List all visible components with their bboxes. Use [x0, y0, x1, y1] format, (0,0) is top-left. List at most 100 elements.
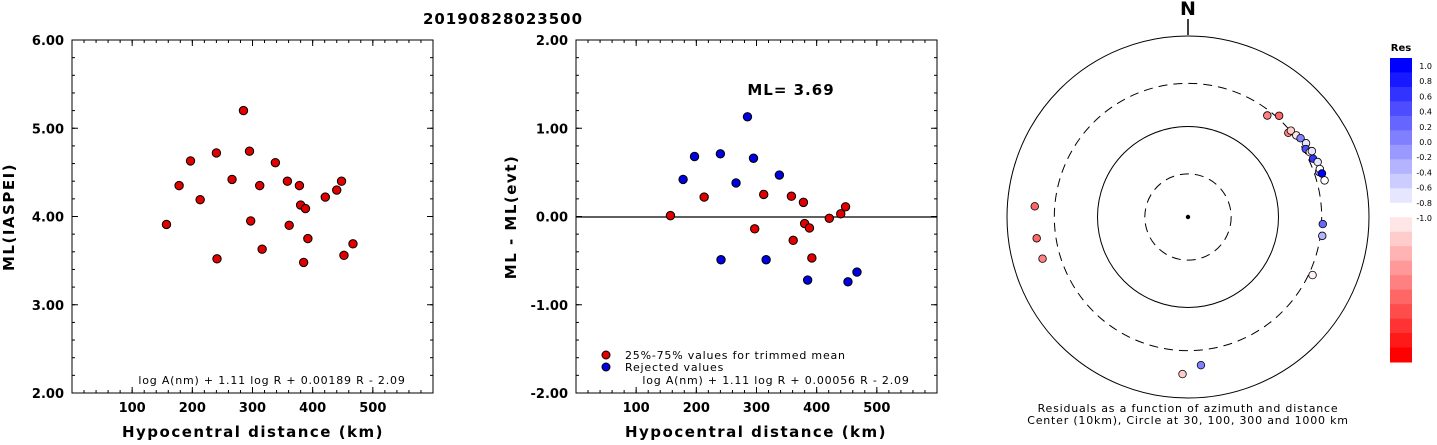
data-point [759, 189, 769, 200]
y-tick-label: 4.00 [32, 211, 64, 226]
scale-swatch [1390, 130, 1412, 146]
data-point [212, 254, 222, 264]
station-point [1030, 202, 1039, 211]
station-point [1286, 126, 1296, 135]
scale-label: -0.6 [1416, 184, 1432, 193]
y-tick-label: 2.00 [536, 34, 568, 49]
data-point [294, 180, 305, 191]
data-point [282, 176, 293, 186]
data-point [824, 213, 835, 223]
data-point [804, 223, 815, 233]
data-point [699, 192, 709, 202]
scale-swatch [1390, 289, 1412, 305]
station-point [1313, 157, 1322, 167]
caption-line-2: Center (10km), Circle at 30, 100, 300 an… [1027, 414, 1349, 427]
data-point [731, 178, 741, 188]
residual-color-scale: Res 1.0 0.8 0.6 0.4 0.2 0.0 -0.2 -0.4 -0.6 -0.8 -1… [1390, 43, 1432, 363]
data-point [336, 176, 347, 186]
scale-swatch [1390, 275, 1412, 291]
data-point [715, 149, 726, 159]
data-point [244, 146, 255, 156]
north-label: N [1180, 0, 1196, 20]
data-point [257, 244, 267, 254]
scale-swatch [1390, 347, 1412, 363]
x-tick-label: 500 [359, 401, 386, 416]
data-point [788, 235, 798, 246]
x-tick-label: 200 [179, 401, 206, 416]
scale-title: Res [1391, 43, 1411, 54]
y-tick-label: -1.00 [531, 299, 568, 314]
data-point [843, 277, 853, 287]
data-point [742, 112, 753, 122]
scale-swatch [1390, 101, 1412, 117]
scale-swatch [1390, 246, 1412, 262]
data-point [761, 255, 771, 265]
distance-circle-30km [1144, 173, 1232, 261]
scale-swatch [1390, 333, 1412, 349]
scale-swatch [1390, 260, 1412, 276]
scale-label: -0.4 [1416, 168, 1432, 177]
x-tick-label: 500 [863, 401, 890, 416]
ml-residual-panel: -2.00 -1.00 0.00 1.00 2.00 100 200 300 400 500 M… [502, 34, 938, 441]
scale-swatch [1390, 217, 1412, 233]
x-tick-label: 400 [299, 401, 326, 416]
y-tick-label: 1.00 [536, 122, 568, 137]
y-tick-label: 6.00 [32, 34, 64, 49]
station-point [1307, 146, 1317, 156]
station-point [1296, 133, 1305, 143]
data-point [227, 174, 237, 185]
data-point [749, 224, 760, 234]
station-point [1274, 111, 1284, 120]
x-tick-label: 300 [743, 401, 770, 416]
data-point [185, 156, 196, 166]
data-point [161, 219, 172, 230]
data-point [238, 105, 249, 116]
data-point [298, 257, 309, 268]
legend: 25%-75% values for trimmed mean Rejected… [601, 349, 845, 374]
x-tick-label: 400 [803, 401, 830, 416]
scale-swatch [1390, 304, 1412, 320]
ml-label: ML= 3.69 [747, 81, 834, 99]
scale-swatch [1390, 159, 1412, 175]
scale-label: -0.2 [1416, 153, 1432, 162]
station-point [1038, 254, 1047, 263]
plot-frame [71, 39, 434, 394]
scale-label: 0.8 [1419, 77, 1432, 86]
data-point [836, 209, 846, 219]
station-point [1308, 270, 1317, 280]
station-point [1318, 219, 1327, 229]
data-point [802, 275, 813, 285]
distance-circle-300km [1053, 82, 1323, 352]
x-axis-label: Hypocentral distance (km) [625, 423, 887, 441]
data-point [665, 210, 676, 221]
station-point [1318, 231, 1327, 241]
distance-circle-100km [1097, 126, 1279, 308]
data-point [716, 255, 726, 265]
legend-marker-trimmed [601, 350, 611, 360]
legend-label-rejected: Rejected values [625, 361, 724, 374]
data-point [748, 153, 759, 163]
scale-label: 0.0 [1419, 138, 1432, 147]
scale-swatch [1390, 115, 1412, 131]
epicenter [1185, 214, 1191, 220]
y-tick-label: 5.00 [32, 122, 64, 137]
station-point [1263, 111, 1272, 120]
data-point [689, 151, 700, 162]
data-point [348, 239, 358, 249]
data-point [807, 253, 817, 263]
scale-swatch [1390, 318, 1412, 334]
y-axis-label: ML - ML(evt) [502, 155, 520, 279]
scale-swatch [1390, 58, 1412, 73]
station-point [1196, 360, 1206, 370]
legend-marker-rejected [601, 362, 611, 372]
ml-iaspei-panel: 2.00 3.00 4.00 5.00 6.00 100 200 300 400 500 ML(… [0, 34, 434, 441]
scale-swatch [1390, 173, 1412, 189]
data-point [174, 180, 184, 191]
scale-label: 0.6 [1419, 92, 1432, 101]
y-axis-label: ML(IASPEI) [0, 163, 18, 271]
data-point [270, 157, 281, 168]
station-point [1032, 234, 1041, 243]
equation-text: log A(nm) + 1.11 log R + 0.00189 R - 2.0… [138, 374, 405, 387]
scale-swatch [1390, 188, 1412, 204]
data-point [678, 174, 688, 185]
